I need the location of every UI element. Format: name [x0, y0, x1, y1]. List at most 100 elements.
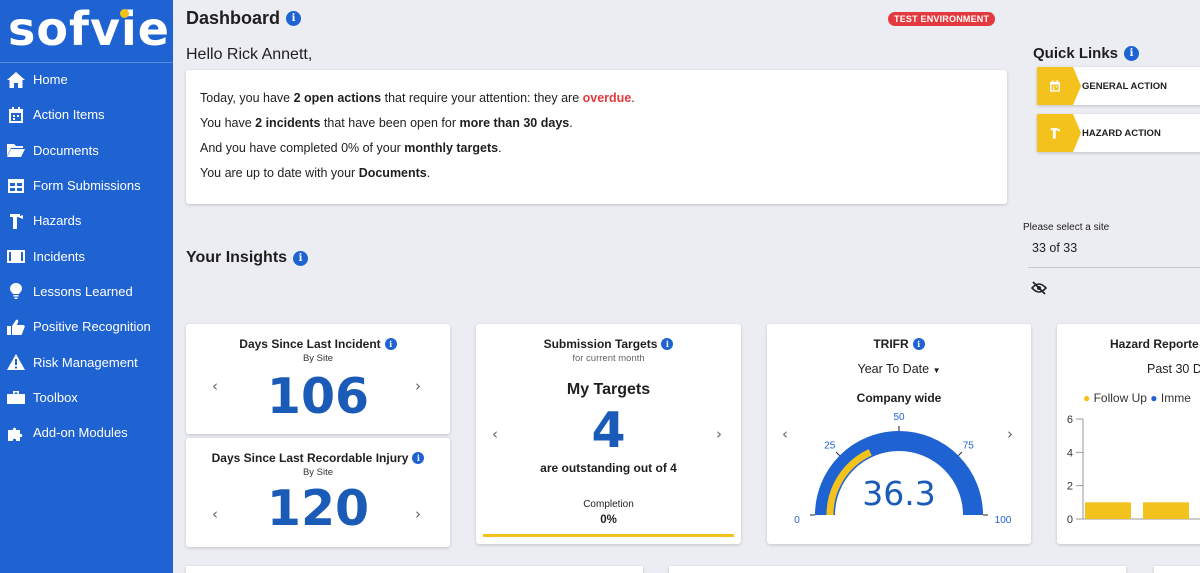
hazard-bar-chart: 6 4 2 0	[1067, 414, 1200, 526]
sidebar-item-label: Form Submissions	[33, 178, 141, 194]
sidebar-item-positive-recognition[interactable]: Positive Recognition	[0, 309, 173, 344]
legend-dot-immediate: ●	[1150, 391, 1158, 405]
lower-card	[186, 566, 643, 573]
submission-targets-card: Submission Targets i for current month M…	[476, 324, 741, 544]
quick-links-title: Quick Links i	[1033, 45, 1140, 62]
thumbs-up-icon	[7, 319, 25, 335]
hazard-icon	[10, 213, 23, 229]
environment-badge: TEST ENVIRONMENT	[888, 12, 996, 26]
card-title: Hazard Reporte	[1110, 337, 1199, 351]
card-title: Days Since Last Recordable Injury i	[186, 451, 450, 465]
eye-slash-icon[interactable]	[1031, 281, 1047, 295]
info-icon[interactable]: i	[412, 452, 425, 464]
sidebar-item-label: Risk Management	[33, 354, 138, 370]
sidebar-item-incidents[interactable]: Incidents	[0, 238, 173, 273]
sidebar-item-hazards[interactable]: Hazards	[0, 203, 173, 238]
gauge-tick-label: 75	[963, 441, 975, 452]
site-select-underline	[1028, 267, 1200, 268]
info-icon[interactable]: i	[912, 338, 925, 350]
sidebar-item-lessons-learned[interactable]: Lessons Learned	[0, 274, 173, 309]
info-icon[interactable]: i	[286, 11, 302, 26]
sofvie-logo[interactable]: sofvie	[8, 2, 170, 56]
quick-link-label: GENERAL ACTION	[1082, 80, 1167, 92]
toolbox-icon	[7, 391, 25, 405]
targets-value: 4	[591, 402, 626, 459]
calendar-icon	[9, 106, 23, 123]
chevron-right-icon[interactable]: ›	[415, 377, 421, 395]
completion-label: Completion	[583, 499, 634, 510]
chart-bars	[1085, 502, 1189, 519]
info-icon[interactable]: i	[293, 250, 309, 266]
chevron-right-icon[interactable]: ›	[716, 425, 722, 443]
info-icon[interactable]: i	[384, 338, 397, 350]
sidebar-item-documents[interactable]: Documents	[0, 133, 173, 168]
sidebar-item-label: Lessons Learned	[33, 283, 133, 299]
gauge-tick-label: 0	[794, 515, 800, 526]
puzzle-icon	[8, 427, 23, 441]
gauge-tick-label: 25	[824, 441, 836, 452]
info-icon[interactable]: i	[661, 338, 674, 350]
chart-bar	[1085, 502, 1131, 519]
summary-line-incidents: You have 2 incidents that have been open…	[200, 116, 573, 130]
home-icon	[7, 71, 25, 88]
targets-outstanding-text: are outstanding out of 4	[540, 461, 677, 475]
site-select[interactable]: 33 of 33	[1032, 241, 1078, 255]
incident-icon	[7, 250, 25, 264]
logo-text: sofvie	[8, 2, 170, 56]
quick-link-hazard-action[interactable]: HAZARD ACTION	[1037, 114, 1200, 152]
sidebar-item-action-items[interactable]: Action Items	[0, 97, 173, 132]
table-icon	[8, 178, 24, 193]
gauge-tick-label: 100	[995, 515, 1012, 526]
sidebar-item-label: Documents	[33, 142, 99, 158]
sidebar-item-home[interactable]: Home	[0, 62, 173, 97]
sidebar-item-label: Home	[33, 72, 68, 88]
completion-value: 0%	[600, 514, 617, 526]
trifr-card: TRIFR i Year To Date ▼ Company wide 0 25 5…	[767, 324, 1031, 544]
days-since-recordable-value: 120	[266, 480, 370, 537]
site-select-label: Please select a site	[1023, 222, 1110, 233]
chevron-right-icon[interactable]: ›	[1007, 425, 1013, 443]
sidebar-item-toolbox[interactable]: Toolbox	[0, 380, 173, 415]
sidebar-item-risk-management[interactable]: Risk Management	[0, 344, 173, 379]
gauge-value-arc	[826, 449, 872, 516]
gauge-tick	[958, 451, 963, 456]
warning-icon	[7, 354, 25, 371]
gauge-ticks: 0 25 50 75 100	[794, 412, 1012, 526]
y-tick-label: 6	[1067, 414, 1073, 426]
summary-line-targets: And you have completed 0% of your monthl…	[200, 141, 502, 155]
page-title: Dashboard i	[186, 8, 302, 29]
chevron-left-icon[interactable]: ‹	[212, 505, 218, 523]
page-title-text: Dashboard	[186, 8, 281, 28]
gauge-tick-label: 50	[893, 412, 905, 423]
y-tick-label: 0	[1067, 514, 1073, 526]
period-dropdown[interactable]: Year To Date ▼	[857, 362, 941, 376]
chevron-left-icon[interactable]: ‹	[492, 425, 498, 443]
chevron-left-icon[interactable]: ‹	[212, 377, 218, 395]
sidebar-item-label: Toolbox	[33, 389, 78, 405]
sidebar-item-form-submissions[interactable]: Form Submissions	[0, 168, 173, 203]
sidebar-item-label: Incidents	[33, 248, 86, 264]
days-since-incident-card: Days Since Last Incident i By Site 106 ‹…	[186, 324, 450, 434]
info-icon[interactable]: i	[1124, 46, 1140, 61]
completion-progress-bar	[483, 534, 734, 537]
card-subtitle: By Site	[302, 353, 334, 364]
sidebar-item-label: Hazards	[33, 213, 82, 229]
chart-legend: ● Follow Up ● Imme	[1083, 391, 1191, 405]
summary-line-documents: You are up to date with your Documents.	[200, 166, 431, 180]
sidebar-item-label: Add-on Modules	[33, 425, 128, 441]
y-tick-label: 2	[1067, 481, 1073, 493]
card-subtitle: By Site	[302, 467, 334, 478]
sidebar-item-label: Action Items	[33, 107, 105, 123]
greeting: Hello Rick Annett,	[186, 46, 313, 63]
summary-card: Today, you have 2 open actions that requ…	[186, 70, 1007, 204]
quick-link-general-action[interactable]: GENERAL ACTION	[1037, 67, 1200, 105]
chevron-left-icon[interactable]: ‹	[782, 425, 788, 443]
summary-line-actions: Today, you have 2 open actions that requ…	[200, 91, 635, 105]
sidebar-item-add-on-modules[interactable]: Add-on Modules	[0, 415, 173, 450]
trifr-scope: Company wide	[856, 391, 942, 405]
card-title: Days Since Last Incident i	[186, 337, 450, 351]
y-tick-label: 4	[1067, 447, 1073, 459]
folder-icon	[7, 144, 25, 158]
chevron-right-icon[interactable]: ›	[415, 505, 421, 523]
sidebar: sofvie Home Action Items Documents Form …	[0, 0, 173, 573]
